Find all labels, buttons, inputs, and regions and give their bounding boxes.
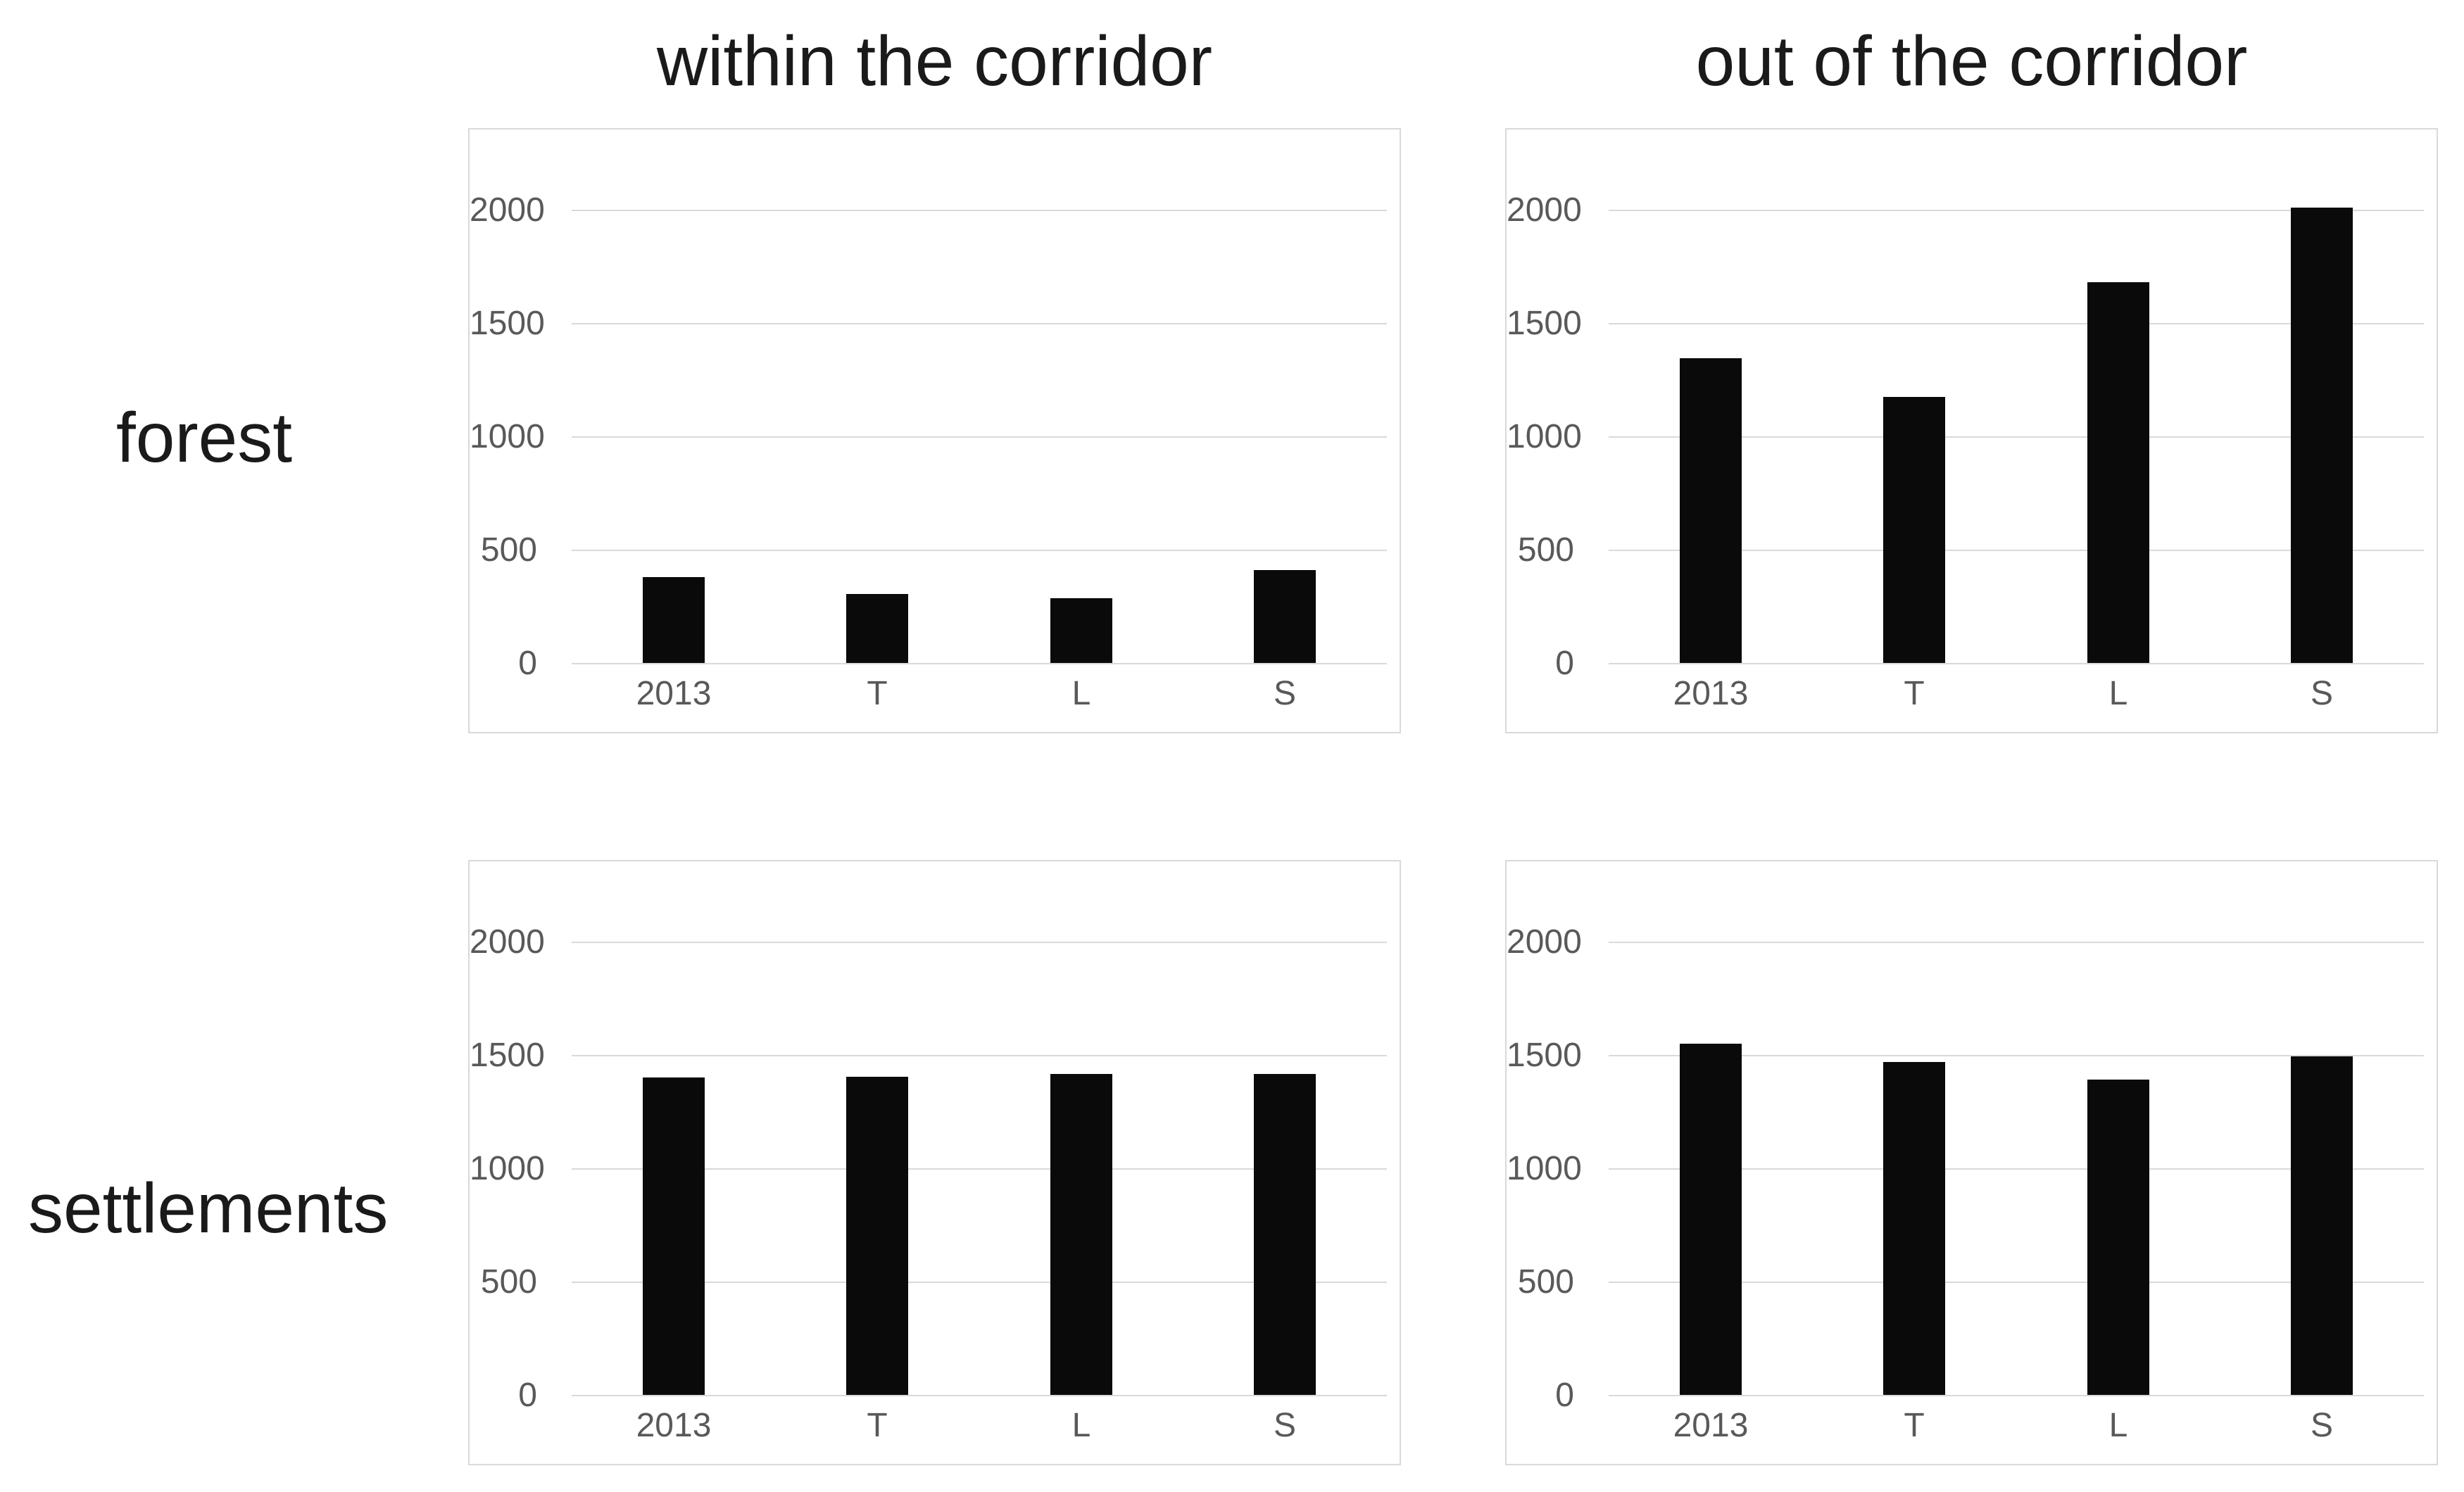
gridline-2000 [572, 942, 1387, 943]
y-tick-label-1000: 1000 [1507, 1150, 1582, 1187]
y-tick-label-2000: 2000 [1507, 923, 1582, 961]
bar-settlements-out-2013 [1680, 1044, 1742, 1395]
y-tick-label-2000: 2000 [1507, 191, 1582, 229]
gridline-1500 [572, 323, 1387, 324]
chart-settlements-out-of-corridor: 2000 1500 1000 500 0 2013 T L S [1505, 860, 2438, 1465]
y-tick-label-1000: 1000 [470, 418, 545, 455]
y-tick-label-500: 500 [1517, 1263, 1574, 1301]
y-tick-label-0: 0 [1555, 1377, 1574, 1414]
gridline-1500 [572, 1055, 1387, 1056]
y-tick-label-1500: 1500 [470, 305, 545, 342]
x-label-settlements-within-T: T [867, 1407, 888, 1444]
bar-forest-within-T [846, 594, 908, 663]
bar-settlements-out-S [2291, 1056, 2353, 1395]
bar-settlements-out-L [2087, 1080, 2149, 1395]
y-tick-label-0: 0 [518, 1377, 537, 1414]
bar-forest-out-T [1883, 397, 1945, 663]
y-tick-label-2000: 2000 [470, 191, 545, 229]
y-tick-label-1500: 1500 [1507, 305, 1582, 342]
x-label-settlements-out-T: T [1904, 1407, 1925, 1444]
x-label-forest-out-T: T [1904, 675, 1925, 712]
x-label-forest-within-2013: 2013 [636, 675, 712, 712]
gridline-1000 [572, 1168, 1387, 1170]
x-label-forest-within-T: T [867, 675, 888, 712]
bar-forest-within-S [1254, 570, 1316, 663]
y-tick-label-1000: 1000 [470, 1150, 545, 1187]
bar-settlements-out-T [1883, 1062, 1945, 1395]
bar-forest-within-L [1050, 598, 1112, 663]
y-tick-label-0: 0 [518, 645, 537, 682]
y-tick-label-1000: 1000 [1507, 418, 1582, 455]
gridline-0 [572, 1395, 1387, 1396]
x-label-settlements-within-2013: 2013 [636, 1407, 712, 1444]
x-label-forest-within-L: L [1071, 675, 1091, 712]
gridline-1500 [1609, 323, 2424, 324]
gridline-2000 [1609, 942, 2424, 943]
y-tick-label-500: 500 [480, 1263, 537, 1301]
bar-forest-out-2013 [1680, 358, 1742, 663]
row-header-forest: forest [115, 398, 293, 477]
gridline-1500 [1609, 1055, 2424, 1056]
chart-forest-within-corridor: 2000 1500 1000 500 0 2013 T L S [468, 128, 1401, 733]
gridline-1000 [572, 436, 1387, 438]
gridline-1000 [1609, 1168, 2424, 1170]
y-tick-label-500: 500 [1517, 531, 1574, 569]
x-label-settlements-out-L: L [2108, 1407, 2128, 1444]
column-header-within-corridor: within the corridor [656, 22, 1213, 101]
x-label-forest-out-2013: 2013 [1673, 675, 1749, 712]
gridline-1000 [1609, 436, 2424, 438]
x-label-settlements-out-S: S [2310, 1407, 2333, 1444]
x-label-settlements-out-2013: 2013 [1673, 1407, 1749, 1444]
gridline-0 [1609, 1395, 2424, 1396]
bar-forest-out-L [2087, 282, 2149, 663]
x-label-forest-out-L: L [2108, 675, 2128, 712]
gridline-2000 [572, 210, 1387, 211]
x-label-forest-out-S: S [2310, 675, 2333, 712]
y-tick-label-1500: 1500 [1507, 1037, 1582, 1074]
gridline-500 [1609, 550, 2424, 551]
bar-settlements-within-L [1050, 1074, 1112, 1395]
gridline-2000 [1609, 210, 2424, 211]
row-header-settlements: settlements [28, 1169, 389, 1248]
bar-forest-out-S [2291, 208, 2353, 663]
x-label-settlements-within-S: S [1273, 1407, 1296, 1444]
chart-forest-out-of-corridor: 2000 1500 1000 500 0 2013 T L S [1505, 128, 2438, 733]
gridline-500 [1609, 1282, 2424, 1283]
gridline-500 [572, 550, 1387, 551]
bar-settlements-within-S [1254, 1074, 1316, 1395]
x-label-forest-within-S: S [1273, 675, 1296, 712]
y-tick-label-500: 500 [480, 531, 537, 569]
gridline-0 [572, 663, 1387, 664]
y-tick-label-0: 0 [1555, 645, 1574, 682]
column-header-out-of-corridor: out of the corridor [1695, 22, 2248, 101]
x-label-settlements-within-L: L [1071, 1407, 1091, 1444]
y-tick-label-2000: 2000 [470, 923, 545, 961]
gridline-500 [572, 1282, 1387, 1283]
bar-forest-within-2013 [643, 577, 705, 663]
bar-settlements-within-T [846, 1077, 908, 1395]
gridline-0 [1609, 663, 2424, 664]
y-tick-label-1500: 1500 [470, 1037, 545, 1074]
chart-settlements-within-corridor: 2000 1500 1000 500 0 2013 T L S [468, 860, 1401, 1465]
bar-settlements-within-2013 [643, 1077, 705, 1395]
